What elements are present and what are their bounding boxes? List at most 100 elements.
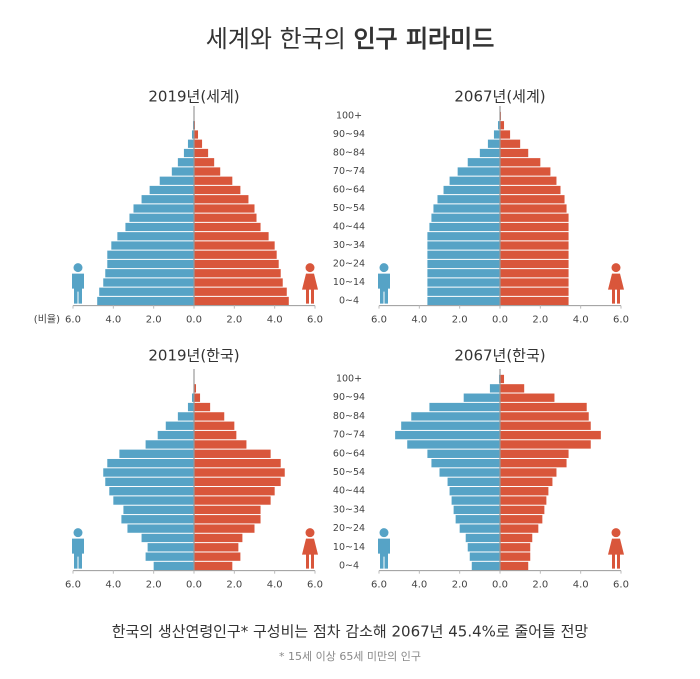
x-tick-label: 6.0 [371,315,387,326]
chart-title: 2019년(한국) [148,347,239,365]
x-tick-label: 6.0 [371,580,387,591]
bar [500,393,555,402]
bar [411,412,500,421]
bar [171,167,194,176]
bar [194,449,271,458]
bar [194,505,261,515]
age-label: 80~84 [333,148,365,159]
x-tick-label: 4.0 [267,315,283,326]
male-icon [72,263,84,304]
bar [107,458,194,468]
age-label: 60~64 [333,448,365,459]
x-tick-label: 2.0 [452,580,468,591]
icon-body [72,538,84,569]
bar [429,222,500,232]
x-tick-label: 2.0 [146,315,162,326]
x-tick-label: 6.0 [613,580,629,591]
bar [127,524,194,533]
bar [194,204,255,213]
x-tick-label: 2.0 [146,580,162,591]
bar [467,158,500,167]
bar [471,561,500,571]
bar [500,496,547,505]
bar [500,384,525,393]
female-icon [302,528,318,569]
bar [141,195,194,204]
bar [123,505,194,515]
bar [467,543,500,552]
female-icon [608,263,624,304]
x-tick-label: 2.0 [226,315,242,326]
icon-head [305,528,315,538]
bar [121,515,194,524]
x-tick-label: 6.0 [65,580,81,591]
bar [500,176,557,185]
bar [194,222,261,232]
x-tick-label: 0.0 [492,315,508,326]
bar [500,533,533,543]
x-tick-label: 4.0 [573,315,589,326]
bar [194,468,285,477]
bar [457,167,500,176]
x-tick-label: 0.0 [186,315,202,326]
x-tick-label: 6.0 [613,315,629,326]
x-tick-label: 2.0 [532,315,548,326]
bar [500,421,591,430]
bar [500,250,569,259]
age-label: 10~14 [333,542,365,553]
bar [500,552,531,561]
bar [453,505,500,515]
bar [500,287,569,296]
bar [500,430,601,440]
age-label: 40~44 [333,486,365,497]
bar [194,296,289,306]
bar [119,449,194,458]
bar [500,543,531,552]
bar [500,213,569,222]
bar [487,139,500,148]
bar [177,412,194,421]
bar [500,241,569,250]
x-axis-label: (비율) [34,314,60,326]
age-label: 80~84 [333,411,365,422]
bar [427,287,500,296]
age-label: 70~74 [333,430,365,441]
bar [431,458,500,468]
male-icon [378,528,390,569]
x-tick-label: 4.0 [105,315,121,326]
bar [500,232,569,241]
bar [194,533,243,543]
bar [500,278,569,287]
bar [500,515,543,524]
x-tick-label: 2.0 [452,315,468,326]
bar [500,139,521,148]
bar [194,259,279,269]
bar [427,250,500,259]
chart-title: 2019년(세계) [148,88,239,106]
bar [97,296,194,306]
bar [493,130,500,139]
bar [194,176,233,185]
x-tick-label: 4.0 [411,580,427,591]
footer-note: 한국의 생산연령인구* 구성비는 점차 감소해 2067년 45.4%로 줄어들… [112,623,589,641]
bar [194,195,249,204]
bar [194,250,277,259]
bar [177,158,194,167]
age-label: 20~24 [333,523,365,534]
age-label: 50~54 [333,203,365,214]
bar [107,250,194,259]
bar [427,278,500,287]
age-label: 10~14 [333,277,365,288]
bar [194,167,221,176]
bar [431,213,500,222]
bar [427,232,500,241]
icon-head [611,263,621,273]
page-title: 세계와 한국의 인구 피라미드 [206,25,495,53]
bar [141,533,194,543]
bar [463,393,500,402]
bar [500,167,551,176]
bar [194,412,225,421]
icon-head [379,263,389,273]
bar [449,176,500,185]
bar [145,440,194,449]
